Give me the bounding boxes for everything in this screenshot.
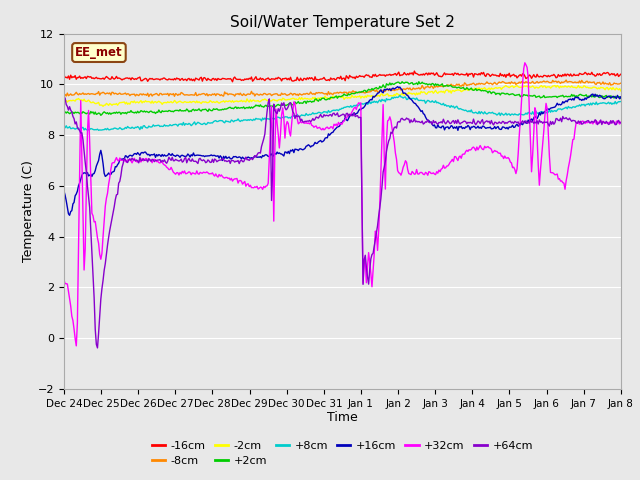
- X-axis label: Time: Time: [327, 411, 358, 424]
- Text: EE_met: EE_met: [75, 46, 123, 59]
- Y-axis label: Temperature (C): Temperature (C): [22, 160, 35, 262]
- Title: Soil/Water Temperature Set 2: Soil/Water Temperature Set 2: [230, 15, 455, 30]
- Legend: -16cm, -8cm, -2cm, +2cm, +8cm, +16cm, +32cm, +64cm: -16cm, -8cm, -2cm, +2cm, +8cm, +16cm, +3…: [152, 441, 533, 466]
